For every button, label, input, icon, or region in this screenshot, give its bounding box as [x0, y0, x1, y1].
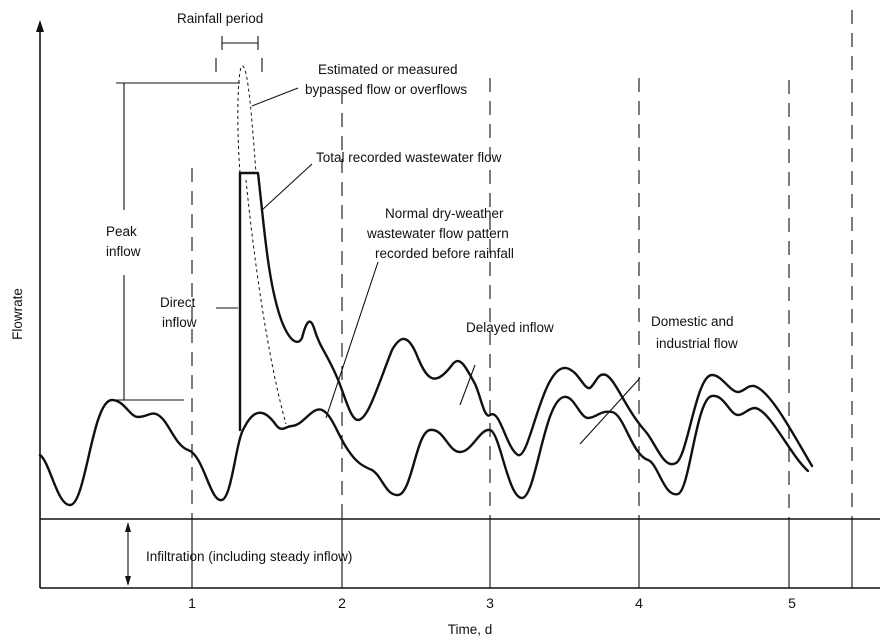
infiltration-arrow [125, 522, 131, 586]
x-tick-label: 3 [486, 595, 494, 611]
dry-weather-label-line2: wastewater flow pattern [366, 226, 509, 241]
delayed-inflow-label: Delayed inflow [466, 320, 554, 335]
x-tick-label: 4 [635, 595, 643, 611]
peak-inflow-dimension [112, 82, 240, 401]
x-tick-label: 1 [188, 595, 196, 611]
bypassed-flow-envelope [237, 65, 257, 174]
domestic-flow-label-line1: Domestic and [651, 314, 734, 329]
x-tick-labels: 1 2 3 4 5 [188, 595, 796, 611]
peak-inflow-label-line1: Peak [106, 224, 137, 239]
dry-weather-label-line1: Normal dry-weather [385, 206, 504, 221]
rainfall-period-label: Rainfall period [177, 11, 263, 26]
total-recorded-flow-label: Total recorded wastewater flow [316, 150, 502, 165]
x-tick-label: 2 [338, 595, 346, 611]
dry-weather-flow-curve [38, 394, 810, 507]
y-axis-label: Flowrate [10, 288, 25, 340]
y-axis-arrowhead [36, 20, 44, 32]
total-recorded-flow-curve [238, 171, 814, 468]
x-tick-label: 5 [788, 595, 796, 611]
bypassed-flow-label-line1: Estimated or measured [318, 62, 458, 77]
infiltration-label: Infiltration (including steady inflow) [146, 549, 352, 564]
leader-lines [216, 87, 641, 445]
dry-weather-label-line3: recorded before rainfall [375, 246, 514, 261]
rainfall-period-bracket [215, 36, 263, 72]
bypassed-flow-label-line2: bypassed flow or overflows [305, 82, 467, 97]
peak-inflow-label-line2: inflow [106, 244, 141, 259]
x-axis-label: Time, d [448, 622, 493, 637]
dry-weather-projection [245, 179, 287, 425]
domestic-flow-label-line2: industrial flow [656, 336, 738, 351]
direct-inflow-label-line1: Direct [160, 295, 196, 310]
direct-inflow-label-line2: inflow [162, 315, 197, 330]
day-gridlines [191, 10, 853, 588]
